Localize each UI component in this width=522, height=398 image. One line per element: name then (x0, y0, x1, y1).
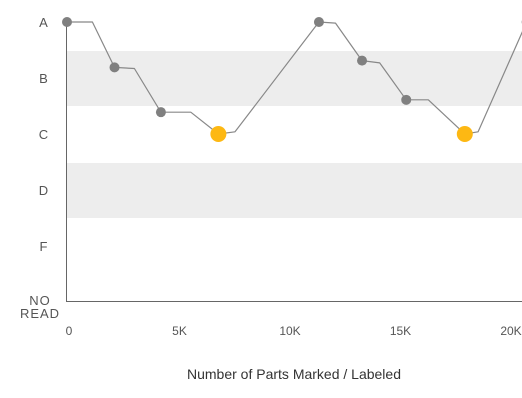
y-label-f: F (40, 239, 49, 254)
x-tick-20k: 20K (500, 324, 521, 338)
x-tick-10k: 10K (279, 324, 300, 338)
highlight-point-2 (456, 126, 473, 142)
x-tick-0: 0 (66, 324, 73, 338)
data-point-1 (62, 17, 72, 27)
data-point-3 (155, 107, 166, 118)
data-point-4 (313, 17, 324, 27)
y-label-c: C (39, 127, 49, 142)
y-label-b: B (39, 71, 49, 86)
data-point-5 (357, 55, 368, 66)
y-label-a: A (39, 15, 49, 30)
chart-axes (66, 22, 522, 302)
grade-bands (67, 51, 522, 218)
data-point-6 (401, 94, 412, 105)
y-label-d: D (39, 183, 49, 198)
band-d (67, 163, 522, 218)
x-tick-15k: 15K (390, 324, 411, 338)
highlight-point-1 (210, 126, 227, 142)
series-group (62, 17, 522, 142)
x-axis-title: Number of Parts Marked / Labeled (187, 366, 401, 382)
data-point-2 (109, 62, 120, 73)
y-label-no-read-2: READ (20, 306, 60, 321)
y-label-no-read-1: NO (29, 293, 51, 308)
x-tick-5k: 5K (172, 324, 187, 338)
band-b (67, 51, 522, 106)
x-axis-tick-labels: 0 5K 10K 15K 20K (66, 324, 522, 338)
